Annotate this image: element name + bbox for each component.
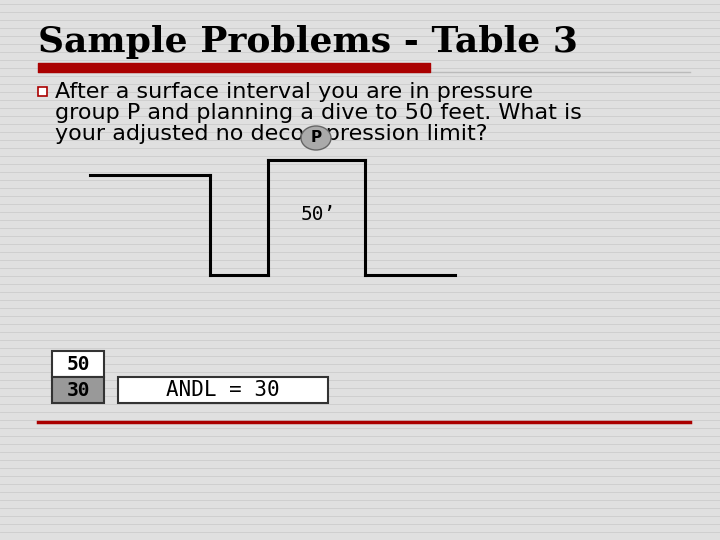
Text: 50’: 50’ xyxy=(300,206,336,225)
Text: ANDL = 30: ANDL = 30 xyxy=(166,380,280,400)
Text: 50: 50 xyxy=(66,354,90,374)
Text: group P and planning a dive to 50 feet. What is: group P and planning a dive to 50 feet. … xyxy=(55,103,582,123)
Text: your adjusted no decompression limit?: your adjusted no decompression limit? xyxy=(55,124,487,144)
Bar xyxy=(38,87,47,96)
Bar xyxy=(118,377,328,403)
Text: Sample Problems - Table 3: Sample Problems - Table 3 xyxy=(38,25,578,59)
Text: After a surface interval you are in pressure: After a surface interval you are in pres… xyxy=(55,82,533,102)
Bar xyxy=(52,351,104,377)
Ellipse shape xyxy=(301,126,331,150)
Text: P: P xyxy=(310,131,322,145)
Bar xyxy=(52,377,104,403)
Text: 30: 30 xyxy=(66,381,90,400)
